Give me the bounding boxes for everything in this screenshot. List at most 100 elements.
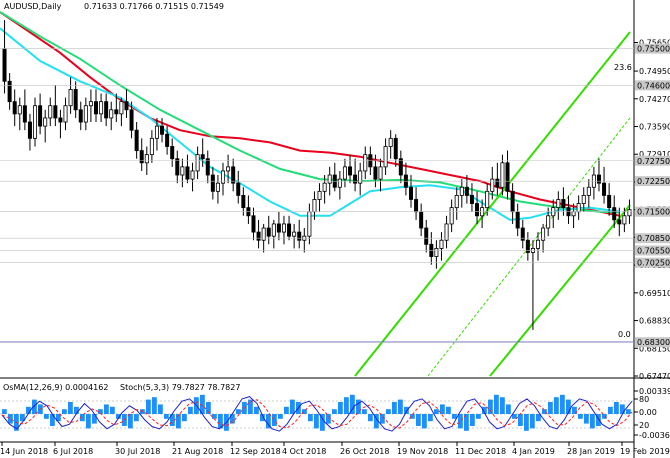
candle-body bbox=[154, 125, 159, 139]
osma-bar bbox=[392, 402, 397, 414]
osma-bar bbox=[590, 414, 595, 429]
candle-body bbox=[485, 190, 490, 209]
osma-bar bbox=[422, 414, 427, 429]
price-tag-label: 0.74600 bbox=[637, 81, 670, 90]
osma-bar bbox=[452, 414, 457, 419]
candle-body bbox=[581, 195, 586, 204]
osma-bar bbox=[230, 414, 235, 424]
ma-cyan-line bbox=[0, 27, 621, 221]
candle-body bbox=[520, 227, 525, 241]
price-tick-label: 0.68830 bbox=[639, 317, 670, 326]
candle-body bbox=[261, 227, 266, 241]
candle-body bbox=[388, 137, 393, 147]
candle-body bbox=[83, 105, 88, 123]
osma-bar bbox=[362, 409, 367, 414]
osma-bar bbox=[482, 406, 487, 414]
ma-green-line bbox=[0, 11, 621, 214]
candle-body bbox=[500, 162, 505, 188]
fib-lower-label: 0.0 bbox=[618, 330, 631, 339]
channel-lower-line bbox=[489, 204, 631, 377]
candle-body bbox=[475, 203, 480, 217]
osma-bar bbox=[248, 399, 253, 414]
osma-bar bbox=[494, 394, 499, 414]
osma-bar bbox=[254, 406, 259, 414]
osma-bar bbox=[8, 414, 13, 424]
candle-body bbox=[134, 129, 139, 151]
osma-bar bbox=[308, 414, 313, 422]
osma-bar bbox=[206, 402, 211, 414]
price-tag bbox=[635, 257, 670, 268]
osma-bar bbox=[608, 406, 613, 414]
candle-body bbox=[424, 227, 429, 245]
osma-bar bbox=[434, 409, 439, 414]
candle-body bbox=[160, 125, 165, 135]
date-tick-label: 14 Jun 2018 bbox=[0, 447, 48, 456]
candle-body bbox=[114, 109, 119, 115]
candle-body bbox=[7, 80, 12, 103]
price-tag-label: 0.72250 bbox=[637, 177, 670, 186]
osma-bar bbox=[176, 414, 181, 429]
candle-body bbox=[195, 154, 200, 172]
osc-tick-label: -0.003656 bbox=[639, 431, 670, 440]
osma-label: OsMA(12,26,9) 0.0004162 bbox=[3, 383, 108, 392]
price-tag bbox=[635, 43, 670, 54]
candle-body bbox=[419, 211, 424, 229]
stoch-label: Stoch(5,3,3) 79.7827 78.7827 bbox=[120, 383, 240, 392]
date-tick-label: 21 Aug 2018 bbox=[172, 447, 223, 456]
osc-tick-label: 20 bbox=[639, 421, 649, 430]
osma-bar bbox=[260, 414, 265, 422]
candle-body bbox=[515, 211, 520, 229]
osma-bar bbox=[524, 414, 529, 431]
price-tag-label: 0.70550 bbox=[637, 246, 670, 255]
osma-bar bbox=[20, 414, 25, 422]
candle-body bbox=[2, 48, 7, 82]
osma-bar bbox=[380, 414, 385, 424]
candle-body bbox=[556, 199, 561, 209]
candle-body bbox=[48, 105, 53, 119]
candle-body bbox=[185, 166, 190, 180]
osma-bar bbox=[164, 414, 169, 419]
price-tag bbox=[635, 245, 670, 256]
price-tick-label: 0.69510 bbox=[639, 289, 670, 298]
date-tick-label: 4 Oct 2018 bbox=[282, 447, 326, 456]
osma-bar bbox=[62, 409, 67, 414]
candle-body bbox=[43, 117, 48, 127]
candle-body bbox=[571, 211, 576, 217]
osma-bar bbox=[104, 404, 109, 414]
osma-bar bbox=[182, 414, 187, 422]
osma-bar bbox=[2, 409, 7, 414]
candle-body bbox=[297, 231, 302, 241]
osma-bar bbox=[476, 414, 481, 419]
osma-bar bbox=[518, 414, 523, 426]
candle-body bbox=[190, 170, 195, 180]
osma-bar bbox=[338, 402, 343, 414]
candle-body bbox=[287, 223, 292, 237]
osma-bar bbox=[614, 402, 619, 414]
osma-bar bbox=[266, 414, 271, 429]
osma-bar bbox=[26, 406, 31, 414]
candle-body bbox=[459, 186, 464, 196]
osma-bar bbox=[56, 414, 61, 422]
osma-bar bbox=[128, 414, 133, 429]
candle-body bbox=[327, 174, 332, 184]
osma-bar bbox=[74, 406, 79, 414]
channel-upper-line bbox=[354, 31, 631, 377]
candle-body bbox=[27, 121, 32, 139]
candle-body bbox=[276, 223, 281, 233]
date-tick-label: 11 Dec 2018 bbox=[455, 447, 506, 456]
price-tag-label: 0.70250 bbox=[637, 259, 670, 268]
osma-bar bbox=[200, 394, 205, 414]
osma-bar bbox=[134, 414, 139, 422]
price-tick-label: 0.68150 bbox=[639, 344, 670, 353]
candle-body bbox=[373, 166, 378, 180]
osma-bar bbox=[32, 399, 37, 414]
osma-bar bbox=[530, 414, 535, 429]
price-tick-label: 0.74270 bbox=[639, 95, 670, 104]
candle-body bbox=[12, 101, 17, 115]
osma-bar bbox=[428, 414, 433, 422]
price-tick-label: 0.73590 bbox=[639, 123, 670, 132]
candle-body bbox=[226, 166, 231, 172]
price-tag-label: 0.71500 bbox=[637, 208, 670, 217]
candle-body bbox=[439, 239, 444, 249]
candle-body bbox=[510, 190, 515, 213]
